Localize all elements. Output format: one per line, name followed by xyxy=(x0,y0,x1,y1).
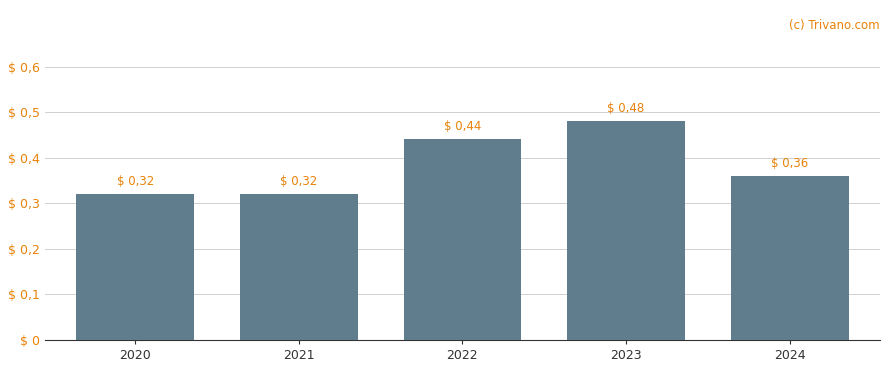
Text: $ 0,48: $ 0,48 xyxy=(607,102,645,115)
Text: $ 0,36: $ 0,36 xyxy=(771,157,808,170)
Bar xyxy=(403,139,521,340)
Bar xyxy=(76,194,194,340)
Text: $ 0,32: $ 0,32 xyxy=(281,175,317,188)
Text: $ 0,44: $ 0,44 xyxy=(444,121,481,134)
Text: (c) Trivano.com: (c) Trivano.com xyxy=(789,19,880,32)
Bar xyxy=(567,121,685,340)
Bar xyxy=(731,176,849,340)
Text: $ 0,32: $ 0,32 xyxy=(116,175,154,188)
Bar xyxy=(240,194,358,340)
